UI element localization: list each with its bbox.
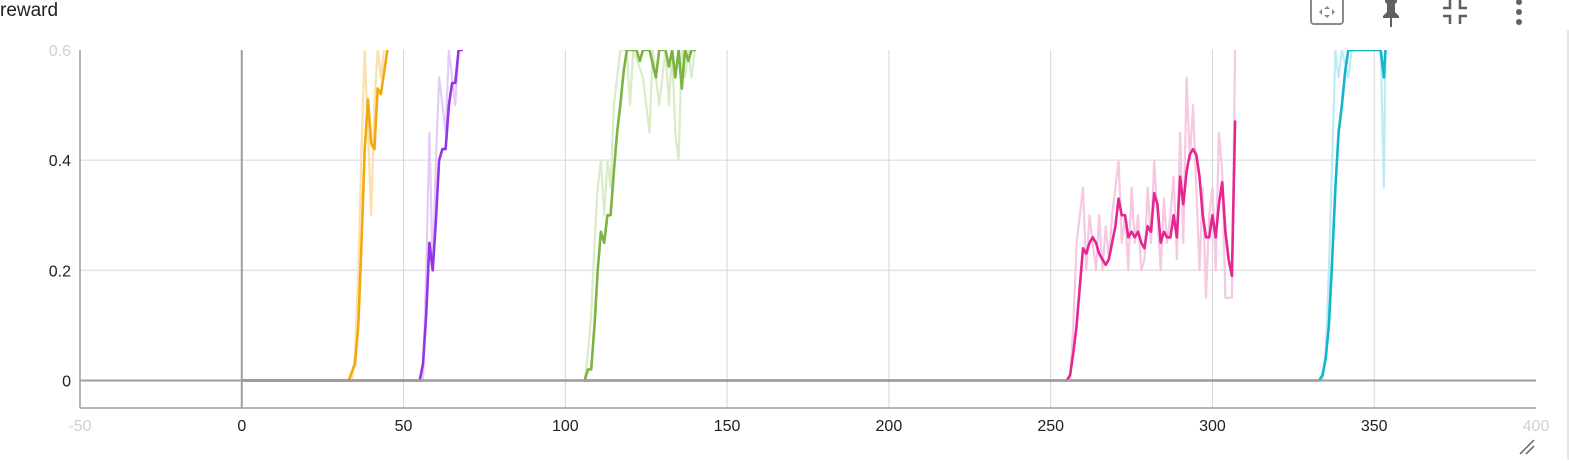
- x-tick-label: 100: [552, 418, 579, 435]
- axes: [79, 50, 1536, 409]
- pin-icon: [1383, 0, 1399, 27]
- more-options-button[interactable]: [1487, 0, 1551, 30]
- x-tick-label: 0: [237, 418, 246, 435]
- x-tick-label: -50: [68, 418, 91, 435]
- x-tick-label: 150: [714, 418, 741, 435]
- series-2-smoothed-line[interactable]: [240, 50, 464, 382]
- series-5-smoothed-line[interactable]: [1065, 50, 1387, 382]
- collapse-button[interactable]: [1423, 0, 1487, 30]
- series-2-raw-line: [421, 50, 460, 381]
- x-tick-label: 400: [1523, 418, 1550, 435]
- scrollbar[interactable]: [1567, 30, 1569, 460]
- raw-series-lines: [241, 50, 1387, 382]
- resize-handle-icon[interactable]: [1519, 439, 1535, 455]
- y-tick-label: 0.2: [49, 263, 71, 280]
- x-tick-label: 350: [1361, 418, 1388, 435]
- x-tick-label: 200: [876, 418, 903, 435]
- chart-title: reward: [0, 0, 59, 21]
- x-tick-label: 250: [1037, 418, 1064, 435]
- grid: [80, 50, 1536, 408]
- series-1-smoothed-line[interactable]: [240, 50, 389, 382]
- series-4-smoothed-line[interactable]: [583, 120, 1237, 382]
- fit-domain-button[interactable]: [1295, 0, 1359, 30]
- series-5-raw-line: [1321, 50, 1387, 381]
- pin-button[interactable]: [1359, 0, 1423, 30]
- x-tick-label: 50: [395, 418, 413, 435]
- smoothed-series-lines: [240, 50, 1387, 382]
- y-tick-label: 0.4: [49, 153, 71, 170]
- more-vert-icon: [1516, 0, 1522, 25]
- series-3-smoothed-line[interactable]: [240, 50, 697, 382]
- x-tick-label: 300: [1199, 418, 1226, 435]
- chart-toolbar: [1295, 0, 1551, 30]
- series-3-raw-line: [583, 50, 696, 381]
- y-tick-label: 0: [62, 373, 71, 390]
- collapse-icon: [1443, 0, 1467, 24]
- fit-domain-icon: [1310, 0, 1344, 25]
- tick-labels: -50 0 50 100 150 200 250 300 350 400 0 0.2 0.4 0.6: [49, 43, 1550, 435]
- y-tick-label: 0.6: [49, 43, 71, 60]
